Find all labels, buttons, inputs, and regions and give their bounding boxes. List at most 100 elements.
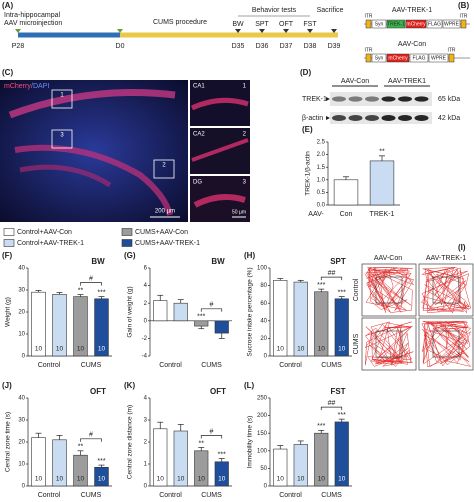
day-marker [307, 29, 313, 33]
column-label: AAV-Con [374, 255, 402, 262]
y-axis-label: Weight (g) [5, 297, 12, 327]
y-tick-label: 250 [257, 396, 268, 402]
y-tick-label: 0 [144, 484, 148, 490]
stain-label: mCherry [4, 83, 31, 90]
construct-element [442, 19, 461, 29]
y-tick-label: 10 [18, 462, 25, 468]
group-label: CUMS [201, 492, 222, 499]
construct-element [448, 53, 455, 63]
construct-element [409, 53, 429, 63]
day-label: D38 [304, 43, 317, 50]
center-zone [375, 276, 403, 304]
element-label: FLAG [412, 55, 425, 61]
panel-label: (H) [244, 251, 255, 260]
group-label: Control [159, 362, 182, 369]
blot-band [381, 115, 396, 121]
box-number: 1 [60, 93, 64, 99]
group-label: CUMS [321, 492, 342, 499]
panel-label: (K) [124, 381, 135, 390]
y-tick-label: 20 [18, 310, 25, 316]
y-tick-label: 0.5 [317, 190, 326, 196]
significance: *** [97, 289, 105, 296]
end-label: Sacrifice [317, 7, 344, 14]
y-tick-label: 150 [257, 431, 268, 437]
track [421, 266, 472, 314]
panel-label: (D) [300, 68, 311, 77]
n-label: 10 [277, 476, 285, 483]
band-size: 42 kDa [438, 115, 460, 122]
element-label: Syn [375, 55, 384, 61]
significance: ** [78, 444, 84, 451]
box-number: 2 [162, 163, 166, 169]
day-marker [117, 29, 123, 33]
n-label: 10 [77, 346, 85, 353]
bar [333, 179, 359, 206]
group-label: CUMS [201, 362, 222, 369]
y-tick-label: 1.0 [317, 177, 326, 183]
blot-band [332, 115, 346, 121]
n-label: 10 [35, 346, 43, 353]
y-tick-label: 6 [144, 266, 148, 272]
track [421, 320, 472, 368]
inset-cells [191, 138, 249, 162]
chart-title: OFT [210, 387, 226, 396]
blot-band [414, 96, 429, 102]
blot-band [381, 96, 396, 102]
day-label: P28 [12, 43, 25, 50]
inset-number: 1 [243, 84, 247, 90]
bracket-label: # [89, 432, 93, 439]
day-label: D0 [116, 43, 125, 50]
panel-label: (J) [2, 381, 12, 390]
chart-title: SPT [330, 257, 346, 266]
test-label: SPT [255, 21, 269, 28]
y-tick-label: 4 [144, 283, 148, 289]
bracket-label: # [210, 428, 214, 435]
y-tick-label: 0 [22, 484, 26, 490]
roi-box [153, 159, 175, 179]
construct-element [460, 19, 467, 29]
blot-band [398, 96, 412, 102]
construct-element [365, 53, 372, 63]
y-tick-label: 0.0 [317, 203, 326, 209]
construct-name: AAV-Con [398, 41, 426, 48]
test-label: OFT [279, 21, 294, 28]
n-label: 10 [157, 476, 165, 483]
y-tick-label: 0 [264, 484, 268, 490]
day-label: D36 [256, 43, 269, 50]
legend-label: Control+AAV-TREK-1 [17, 240, 84, 247]
legend-label: CUMS+AAV-TREK-1 [135, 240, 200, 247]
element-label: WPRE [444, 21, 460, 27]
element-label: ITR [364, 13, 372, 19]
n-label: 10 [277, 346, 285, 353]
blot-band [414, 115, 429, 121]
y-tick-label: 0 [264, 354, 268, 360]
x-tick-label: TREK-1 [370, 211, 395, 218]
element-label: WPRE [431, 55, 447, 61]
day-label: D37 [280, 43, 293, 50]
group-label: Control [279, 492, 302, 499]
injection-label: AAV microinjection [4, 20, 62, 27]
construct-name: AAV-TREK-1 [392, 7, 432, 14]
y-tick-label: 40 [18, 396, 25, 402]
significance: ** [379, 149, 385, 156]
panel-label: (B) [458, 1, 469, 10]
bar [214, 320, 229, 334]
group-label: Control [38, 492, 61, 499]
y-tick-label: 0 [144, 318, 148, 324]
y-tick-label: 60 [260, 301, 267, 307]
significance: *** [338, 289, 346, 296]
y-tick-label: 3 [144, 418, 148, 424]
chart-title: BW [91, 257, 105, 266]
row-label: CUMS [353, 333, 360, 354]
group-label: CUMS [81, 492, 102, 499]
construct-element [371, 53, 387, 63]
construct-element [386, 53, 410, 63]
panel-label: (F) [2, 251, 13, 260]
y-tick-label: 80 [260, 283, 267, 289]
legend-label: CUMS+AAV-Con [135, 229, 188, 236]
bracket [200, 435, 223, 439]
y-tick-label: 100 [257, 266, 268, 272]
y-tick-label: 1.5 [317, 165, 326, 171]
center-zone [432, 330, 460, 358]
